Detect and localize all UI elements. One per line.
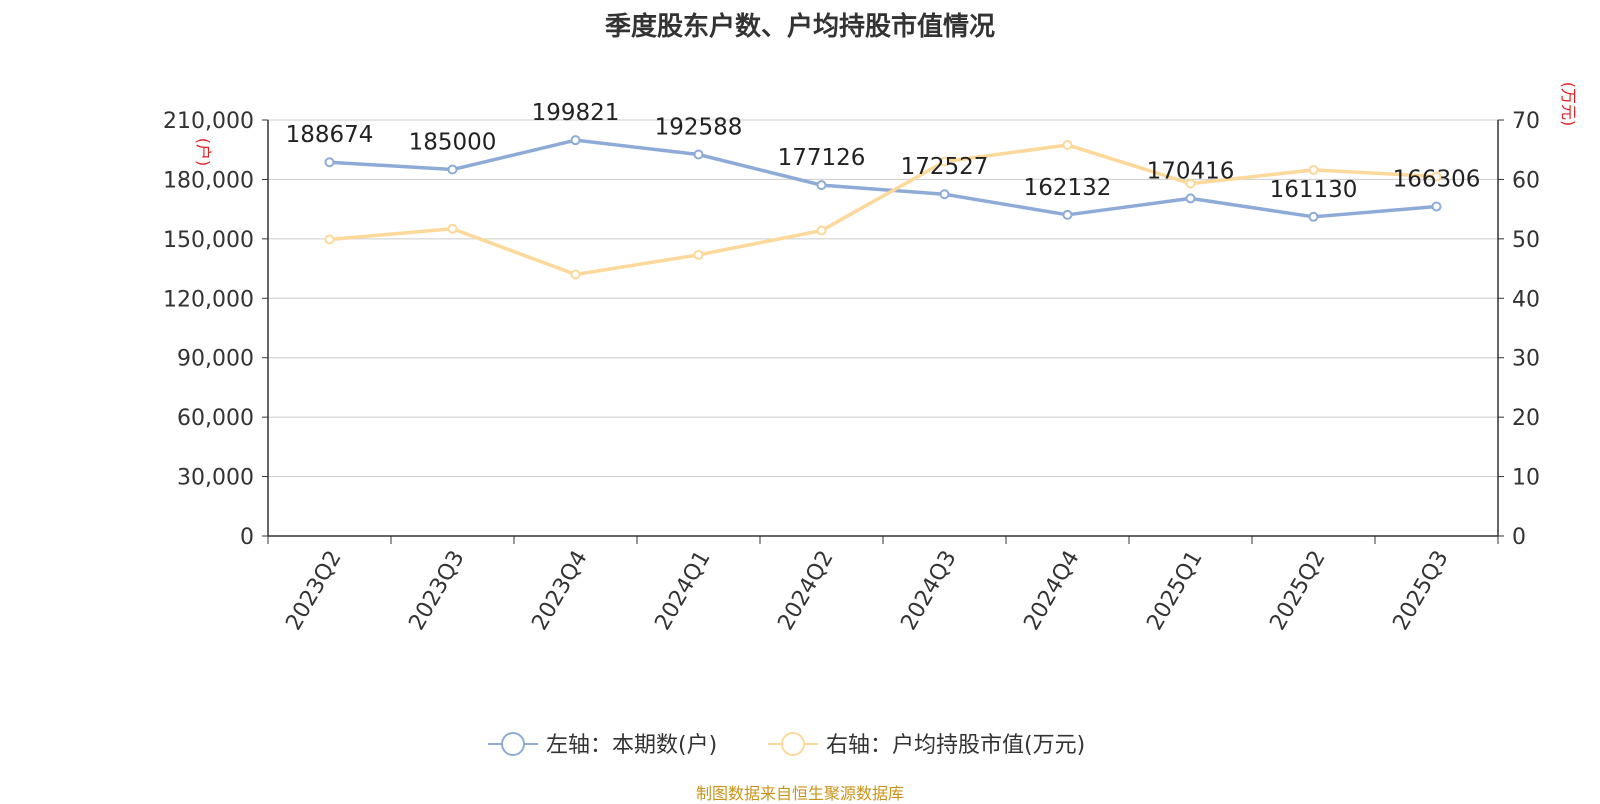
data-label: 170416 [1147, 158, 1235, 184]
legend-label[interactable]: 左轴：本期数(户) [546, 733, 717, 758]
data-label: 166306 [1393, 167, 1481, 193]
data-label: 188674 [286, 122, 374, 148]
right-tick-label: 20 [1512, 406, 1540, 431]
data-label: 161130 [1270, 177, 1358, 203]
left-axis-unit-label: (户) [194, 138, 213, 167]
data-point [1062, 139, 1073, 150]
x-tick-label: 2023Q3 [404, 547, 469, 635]
right-tick-label: 40 [1512, 287, 1540, 312]
data-label: 192588 [655, 114, 743, 140]
data-point [447, 223, 458, 234]
x-tick-label: 2025Q1 [1142, 547, 1207, 635]
data-point [939, 189, 950, 200]
data-point [324, 234, 335, 245]
right-tick-label: 60 [1512, 168, 1540, 193]
left-tick-label: 0 [240, 525, 254, 550]
left-tick-label: 150,000 [163, 228, 254, 253]
chart-title: 季度股东户数、户均持股市值情况 [604, 12, 995, 42]
data-point [693, 249, 704, 260]
right-tick-label: 0 [1512, 525, 1526, 550]
right-tick-label: 50 [1512, 228, 1540, 253]
data-point [693, 149, 704, 160]
data-point [570, 269, 581, 280]
data-point [570, 135, 581, 146]
data-point [816, 225, 827, 236]
x-tick-label: 2024Q4 [1019, 547, 1084, 635]
data-label: 172527 [901, 154, 989, 180]
data-labels: 188674 185000 199821 192588 177126 172527 1621… [286, 100, 1481, 203]
data-point [1185, 193, 1196, 204]
data-point [1062, 209, 1073, 220]
data-point [1308, 164, 1319, 175]
data-label: 199821 [532, 100, 620, 126]
x-tick-label: 2024Q2 [773, 547, 838, 635]
right-tick-label: 70 [1512, 109, 1540, 134]
data-point [1308, 211, 1319, 222]
left-tick-label: 60,000 [177, 406, 254, 431]
data-point [816, 180, 827, 191]
data-label: 185000 [409, 130, 497, 156]
legend: 左轴：本期数(户) 右轴：户均持股市值(万元) [488, 732, 1085, 758]
left-tick-label: 90,000 [177, 347, 254, 372]
data-label: 177126 [778, 145, 866, 171]
legend-circle-icon [501, 732, 525, 756]
x-tick-label: 2025Q3 [1388, 547, 1453, 635]
footer-source: 制图数据来自恒生聚源数据库 [695, 784, 904, 803]
left-tick-label: 180,000 [163, 168, 254, 193]
data-point [1431, 171, 1442, 182]
left-tick-label: 120,000 [163, 287, 254, 312]
series-line-2 [329, 143, 1437, 277]
right-tick-label: 10 [1512, 466, 1540, 491]
series-line-1 [329, 138, 1437, 219]
x-tick-label: 2024Q1 [650, 547, 715, 635]
right-axis-unit-label: (万元) [1559, 82, 1578, 127]
left-tick-label: 30,000 [177, 466, 254, 491]
x-tick-label: 2023Q4 [527, 547, 592, 635]
x-tick-label: 2024Q3 [896, 547, 961, 635]
data-point [447, 164, 458, 175]
data-label: 162132 [1024, 175, 1112, 201]
right-tick-label: 30 [1512, 347, 1540, 372]
data-point [1185, 178, 1196, 189]
data-point [939, 156, 950, 167]
legend-label[interactable]: 右轴：户均持股市值(万元) [826, 733, 1085, 758]
data-point [324, 157, 335, 168]
left-tick-label: 210,000 [163, 109, 254, 134]
legend-circle-icon [781, 732, 805, 756]
x-tick-label: 2023Q2 [281, 547, 346, 635]
data-point [1431, 201, 1442, 212]
series-lines [324, 135, 1442, 280]
x-tick-label: 2025Q2 [1265, 547, 1330, 635]
